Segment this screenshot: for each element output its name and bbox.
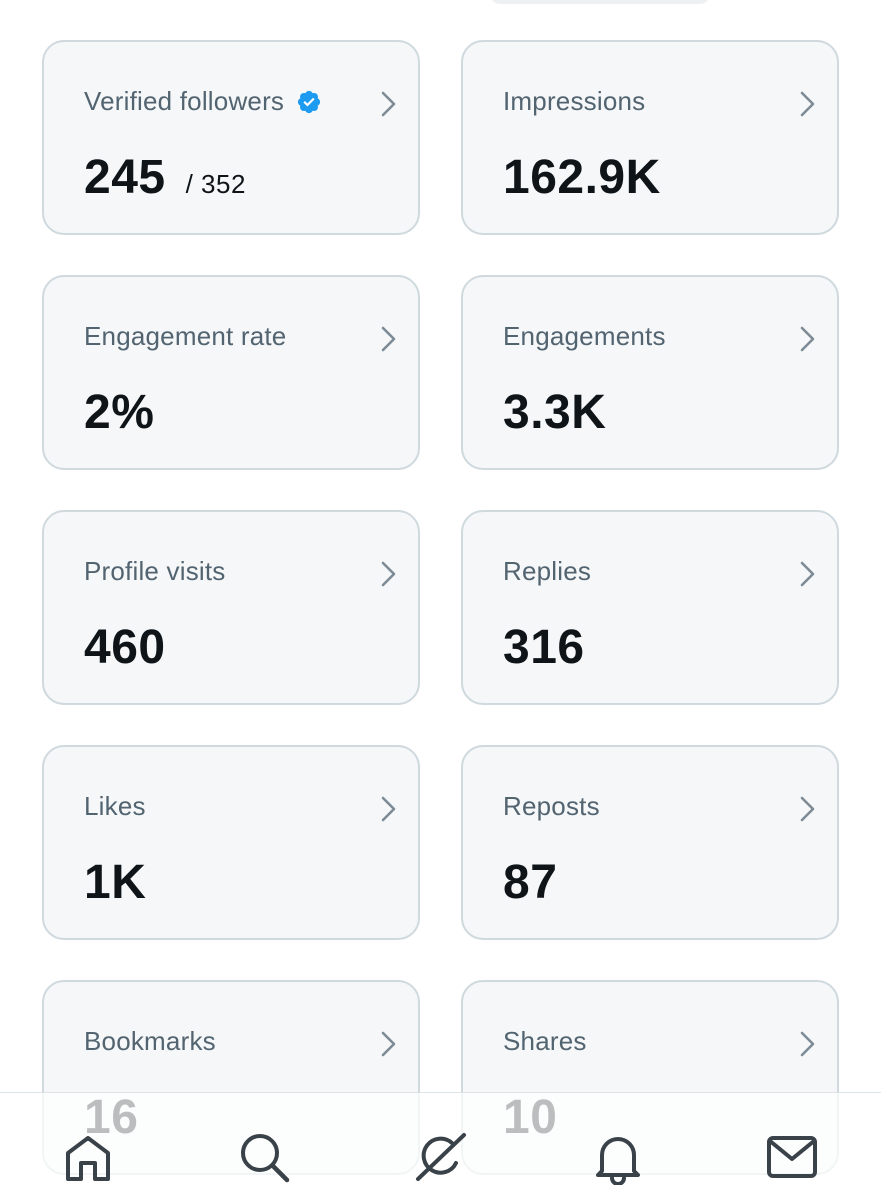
nav-messages-button[interactable]	[764, 1129, 820, 1185]
chevron-right-icon	[381, 326, 396, 352]
card-engagements[interactable]: Engagements 3.3K	[461, 275, 839, 470]
card-label: Verified followers	[84, 86, 322, 117]
chevron-right-icon	[381, 91, 396, 117]
card-value: 2%	[84, 386, 155, 439]
mail-icon	[767, 1136, 817, 1178]
card-label: Impressions	[503, 86, 646, 116]
chevron-right-icon	[381, 561, 396, 587]
chevron-right-icon	[800, 326, 815, 352]
card-value: 87	[503, 856, 558, 909]
card-impressions[interactable]: Impressions 162.9K	[461, 40, 839, 235]
chevron-right-icon	[381, 796, 396, 822]
chevron-right-icon	[800, 91, 815, 117]
top-edge	[490, 0, 710, 4]
chevron-right-icon	[381, 1031, 396, 1057]
verified-badge-icon	[296, 89, 322, 115]
card-label: Reposts	[503, 791, 600, 821]
card-profile-visits[interactable]: Profile visits 460	[42, 510, 420, 705]
nav-grok-button[interactable]	[412, 1129, 468, 1185]
card-label: Shares	[503, 1026, 587, 1056]
card-likes[interactable]: Likes 1K	[42, 745, 420, 940]
nav-home-button[interactable]	[60, 1129, 116, 1185]
card-value: 162.9K	[503, 151, 661, 204]
bottom-nav-bar	[0, 1092, 881, 1200]
card-value: 1K	[84, 856, 147, 909]
card-label: Likes	[84, 791, 146, 821]
nav-search-button[interactable]	[236, 1129, 292, 1185]
card-value: 245 / 352	[84, 150, 246, 205]
card-label: Replies	[503, 556, 592, 586]
card-value-number: 245	[84, 151, 166, 204]
chevron-right-icon	[800, 796, 815, 822]
card-label: Bookmarks	[84, 1026, 216, 1056]
card-value-total: / 352	[185, 169, 246, 199]
bell-icon	[596, 1137, 640, 1185]
card-replies[interactable]: Replies 316	[461, 510, 839, 705]
card-reposts[interactable]: Reposts 87	[461, 745, 839, 940]
nav-notifications-button[interactable]	[590, 1129, 646, 1185]
search-icon	[241, 1134, 290, 1183]
card-label: Engagement rate	[84, 321, 287, 351]
card-label-text: Verified followers	[84, 86, 285, 116]
card-value: 3.3K	[503, 386, 607, 439]
card-label: Profile visits	[84, 556, 226, 586]
home-icon	[66, 1136, 110, 1181]
chevron-right-icon	[800, 561, 815, 587]
card-value: 316	[503, 621, 585, 674]
chevron-right-icon	[800, 1031, 815, 1057]
card-label: Engagements	[503, 321, 666, 351]
card-verified-followers[interactable]: Verified followers 245 / 352	[42, 40, 420, 235]
card-engagement-rate[interactable]: Engagement rate 2%	[42, 275, 420, 470]
card-value: 460	[84, 621, 166, 674]
grok-icon	[416, 1133, 466, 1181]
